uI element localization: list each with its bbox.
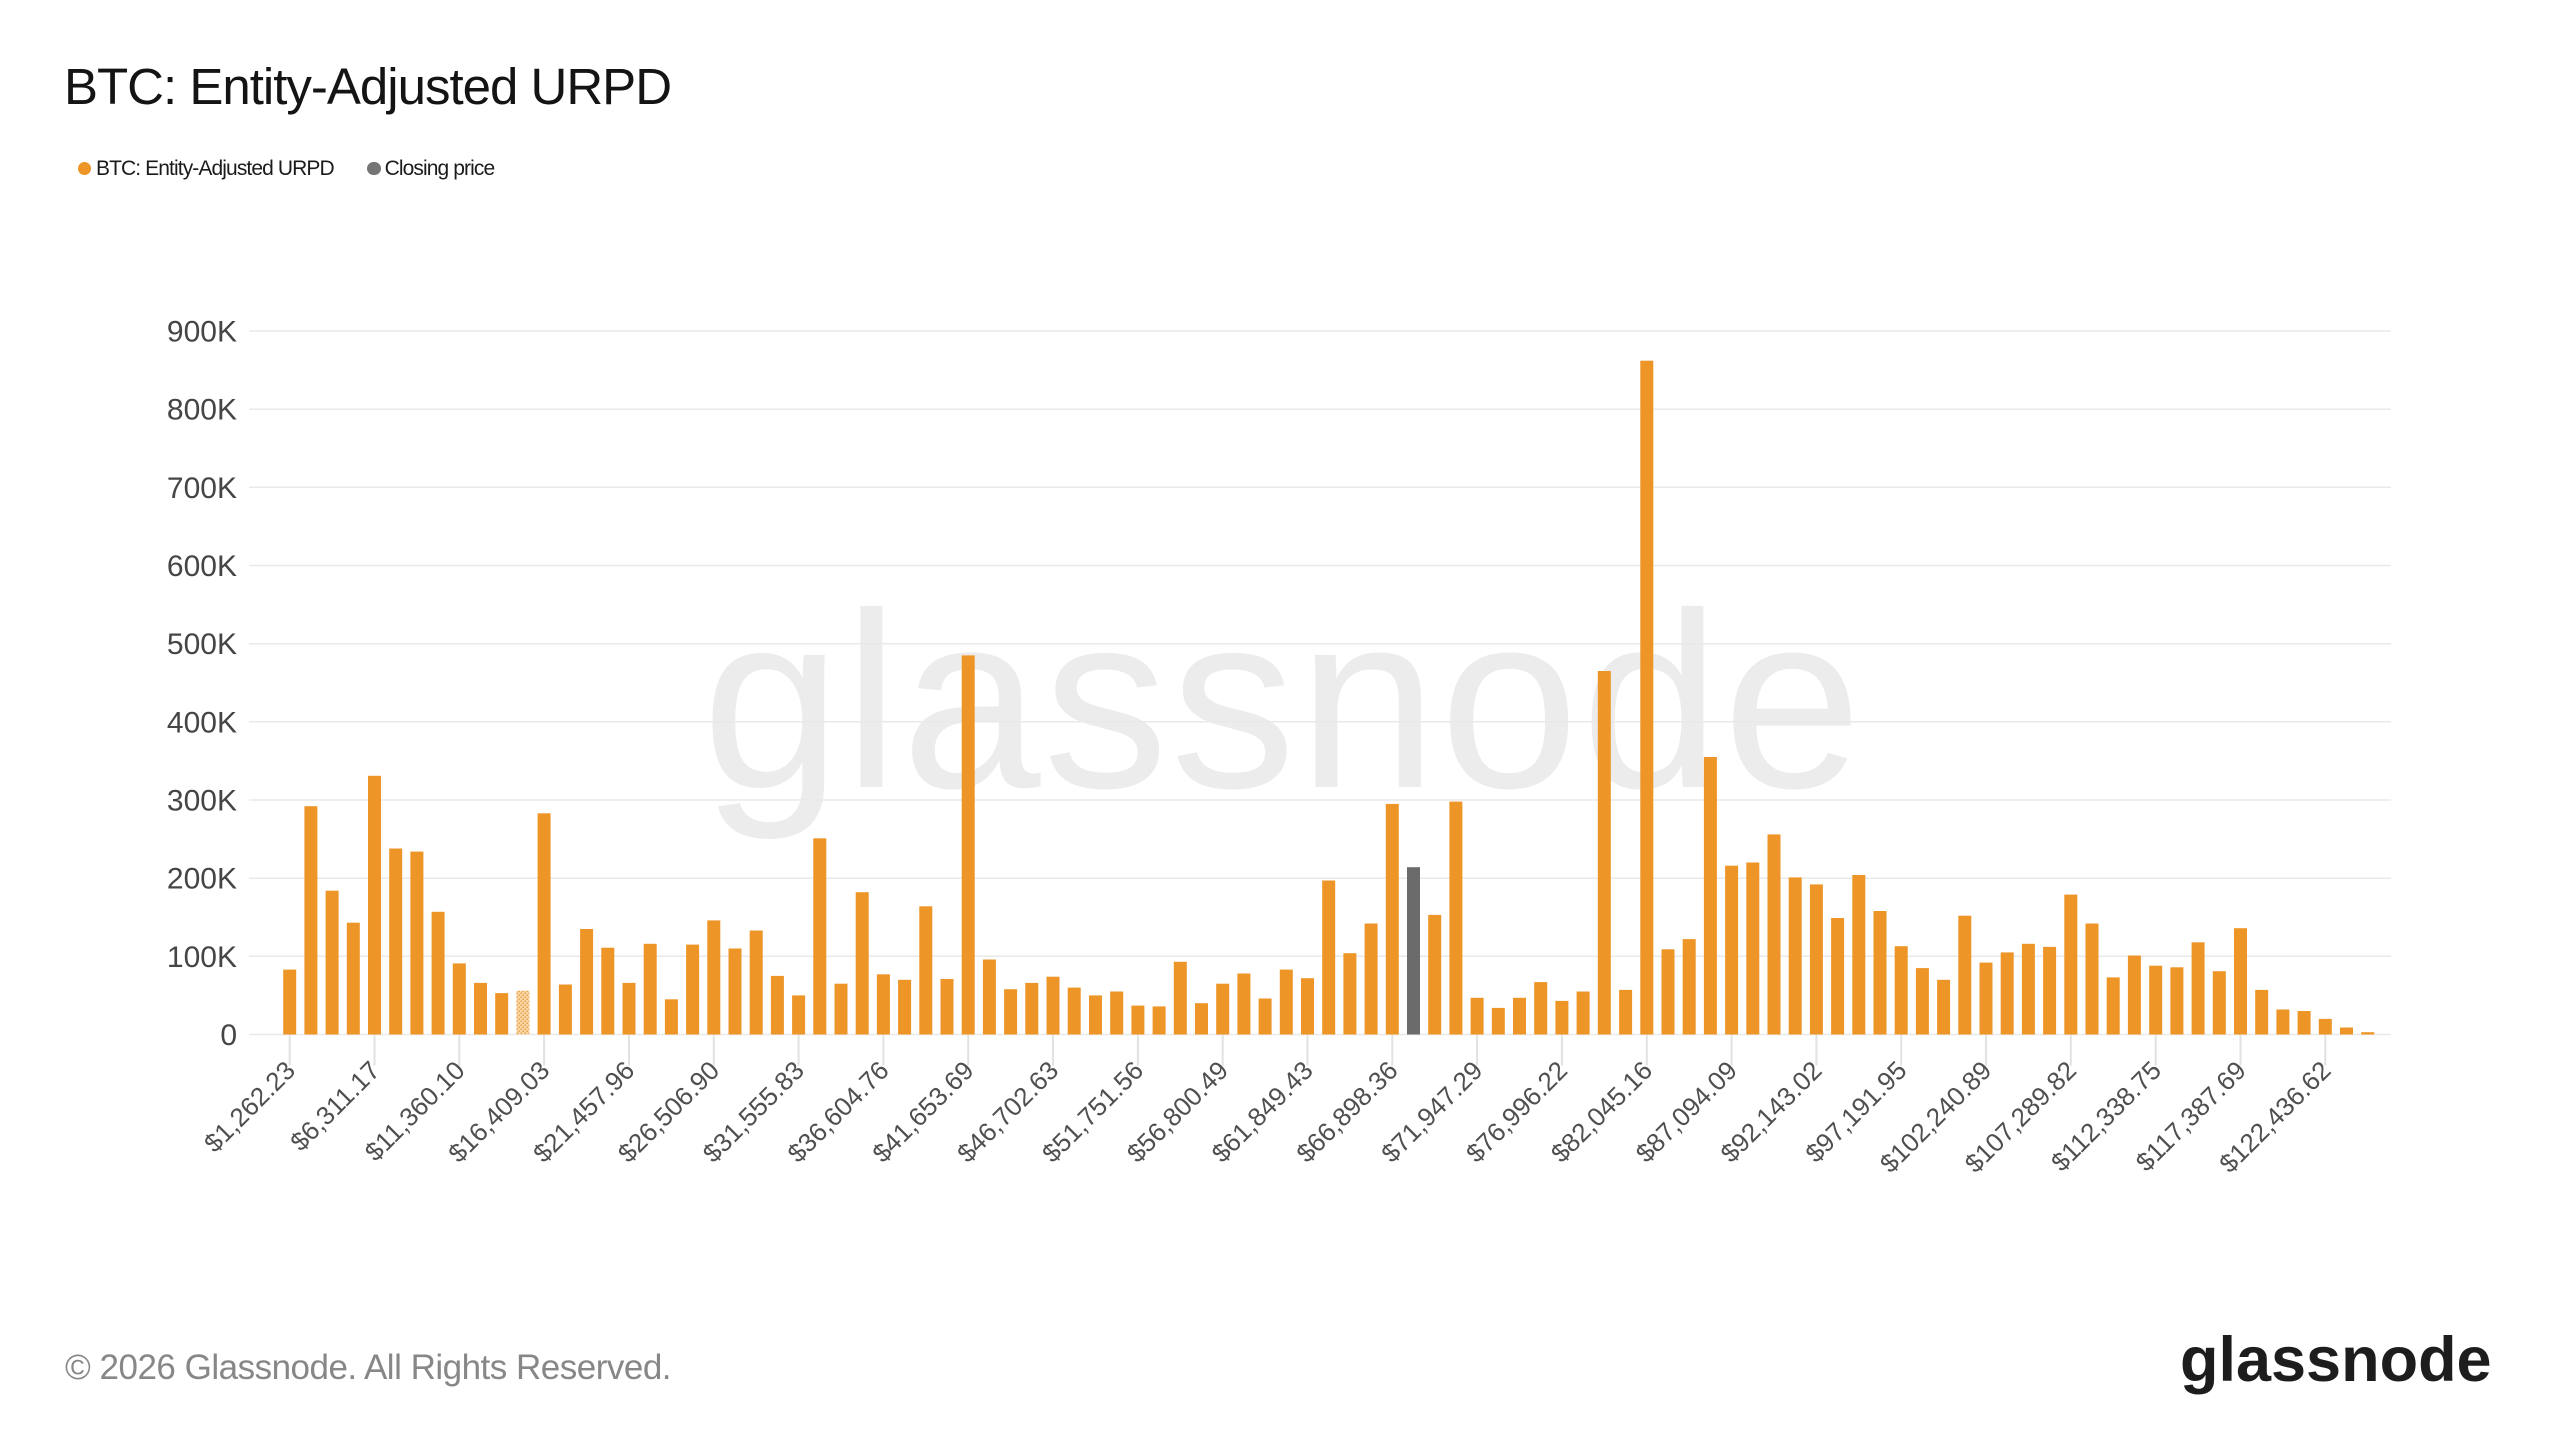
svg-text:500K: 500K [167,628,237,661]
svg-text:glassnode: glassnode [702,561,1864,840]
svg-text:$1,262.23: $1,262.23 [198,1055,301,1158]
svg-text:200K: 200K [167,863,237,896]
svg-text:900K: 900K [167,316,237,349]
svg-text:0: 0 [220,1019,237,1052]
svg-text:700K: 700K [167,472,237,505]
svg-text:800K: 800K [167,394,237,427]
svg-text:600K: 600K [167,550,237,583]
svg-text:300K: 300K [167,785,237,818]
svg-text:100K: 100K [167,941,237,974]
svg-text:400K: 400K [167,706,237,739]
